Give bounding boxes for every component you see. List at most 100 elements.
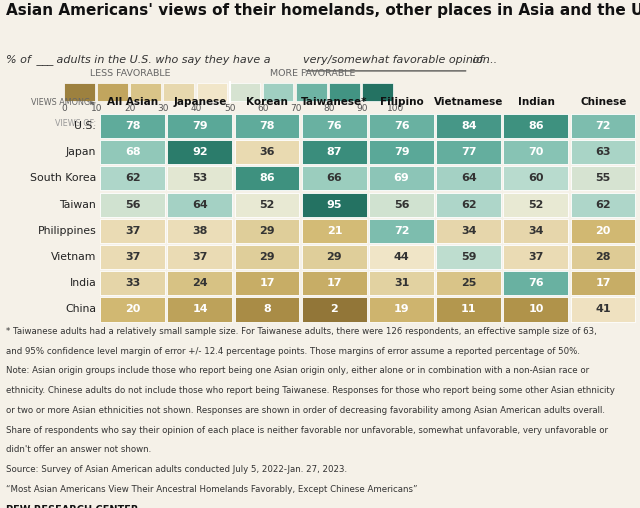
Bar	[436, 166, 501, 190]
Text: 33: 33	[125, 278, 140, 288]
Text: 20: 20	[595, 226, 611, 236]
Bar	[330, 83, 360, 101]
Bar	[100, 297, 165, 322]
Text: 79: 79	[192, 121, 208, 131]
Text: 76: 76	[394, 121, 410, 131]
Text: 66: 66	[326, 173, 342, 183]
Text: 52: 52	[528, 200, 544, 210]
Bar	[571, 245, 636, 269]
Text: 56: 56	[394, 200, 410, 210]
Text: 20: 20	[125, 304, 141, 314]
Text: Japanese: Japanese	[173, 97, 227, 107]
Text: 11: 11	[461, 304, 477, 314]
Text: Asian Americans' views of their homelands, other places in Asia and the U.S.: Asian Americans' views of their homeland…	[6, 3, 640, 18]
Text: 68: 68	[125, 147, 141, 157]
Text: 87: 87	[326, 147, 342, 157]
Text: 36: 36	[259, 147, 275, 157]
Text: 28: 28	[595, 252, 611, 262]
Text: or two or more Asian ethnicities not shown. Responses are shown in order of decr: or two or more Asian ethnicities not sho…	[6, 406, 605, 415]
Bar	[235, 193, 300, 216]
Text: LESS FAVORABLE: LESS FAVORABLE	[90, 69, 171, 78]
Bar	[196, 83, 227, 101]
Text: 76: 76	[528, 278, 544, 288]
Bar	[504, 297, 568, 322]
Text: India: India	[70, 278, 96, 288]
Bar	[571, 297, 636, 322]
Text: 2: 2	[330, 304, 339, 314]
Text: 78: 78	[125, 121, 141, 131]
Text: 10: 10	[528, 304, 544, 314]
Text: 37: 37	[125, 226, 141, 236]
Bar	[64, 83, 95, 101]
Text: 31: 31	[394, 278, 410, 288]
Text: “Most Asian Americans View Their Ancestral Homelands Favorably, Except Chinese A: “Most Asian Americans View Their Ancestr…	[6, 485, 418, 494]
Text: 40: 40	[191, 104, 202, 113]
Bar	[369, 271, 434, 295]
Text: China: China	[65, 304, 96, 314]
Text: Filipino: Filipino	[380, 97, 424, 107]
Text: Indian: Indian	[518, 97, 554, 107]
Bar	[302, 193, 367, 216]
Bar	[131, 83, 161, 101]
Text: 14: 14	[192, 304, 208, 314]
Text: 60: 60	[257, 104, 269, 113]
Bar	[100, 271, 165, 295]
Text: 17: 17	[259, 278, 275, 288]
Bar	[504, 219, 568, 243]
Text: 55: 55	[596, 173, 611, 183]
Text: 53: 53	[193, 173, 207, 183]
Bar	[235, 297, 300, 322]
Text: Chinese: Chinese	[580, 97, 627, 107]
Text: 37: 37	[528, 252, 544, 262]
Text: Note: Asian origin groups include those who report being one Asian origin only, : Note: Asian origin groups include those …	[6, 366, 589, 375]
Bar	[436, 114, 501, 138]
Bar	[168, 114, 232, 138]
Bar	[168, 297, 232, 322]
Bar	[436, 245, 501, 269]
Text: 86: 86	[259, 173, 275, 183]
Text: 56: 56	[125, 200, 141, 210]
Text: 62: 62	[125, 173, 141, 183]
Text: South Korea: South Korea	[30, 173, 96, 183]
Text: All Asian: All Asian	[108, 97, 158, 107]
Bar	[302, 245, 367, 269]
Text: Philippines: Philippines	[38, 226, 96, 236]
Text: 52: 52	[259, 200, 275, 210]
Bar	[100, 140, 165, 164]
Text: 34: 34	[528, 226, 544, 236]
Bar	[100, 245, 165, 269]
Bar	[168, 166, 232, 190]
Bar	[362, 83, 393, 101]
Text: 60: 60	[528, 173, 544, 183]
Bar	[436, 271, 501, 295]
Bar	[436, 297, 501, 322]
Text: 29: 29	[259, 226, 275, 236]
Bar	[296, 83, 326, 101]
Text: 21: 21	[326, 226, 342, 236]
Text: 70: 70	[291, 104, 302, 113]
Bar	[235, 114, 300, 138]
Bar	[436, 193, 501, 216]
Text: 17: 17	[326, 278, 342, 288]
Bar	[504, 193, 568, 216]
Bar	[168, 245, 232, 269]
Bar	[263, 83, 294, 101]
Bar	[100, 114, 165, 138]
Bar	[168, 193, 232, 216]
Text: 92: 92	[192, 147, 208, 157]
Text: 37: 37	[192, 252, 208, 262]
Text: 25: 25	[461, 278, 477, 288]
Text: 72: 72	[394, 226, 410, 236]
Bar	[571, 114, 636, 138]
Bar	[168, 271, 232, 295]
Text: 100: 100	[387, 104, 404, 113]
Text: 64: 64	[192, 200, 208, 210]
Text: 29: 29	[326, 252, 342, 262]
Text: 50: 50	[224, 104, 236, 113]
Bar	[302, 271, 367, 295]
Text: 86: 86	[528, 121, 544, 131]
Text: 38: 38	[192, 226, 208, 236]
Bar	[168, 219, 232, 243]
Bar	[97, 83, 127, 101]
Bar	[302, 114, 367, 138]
